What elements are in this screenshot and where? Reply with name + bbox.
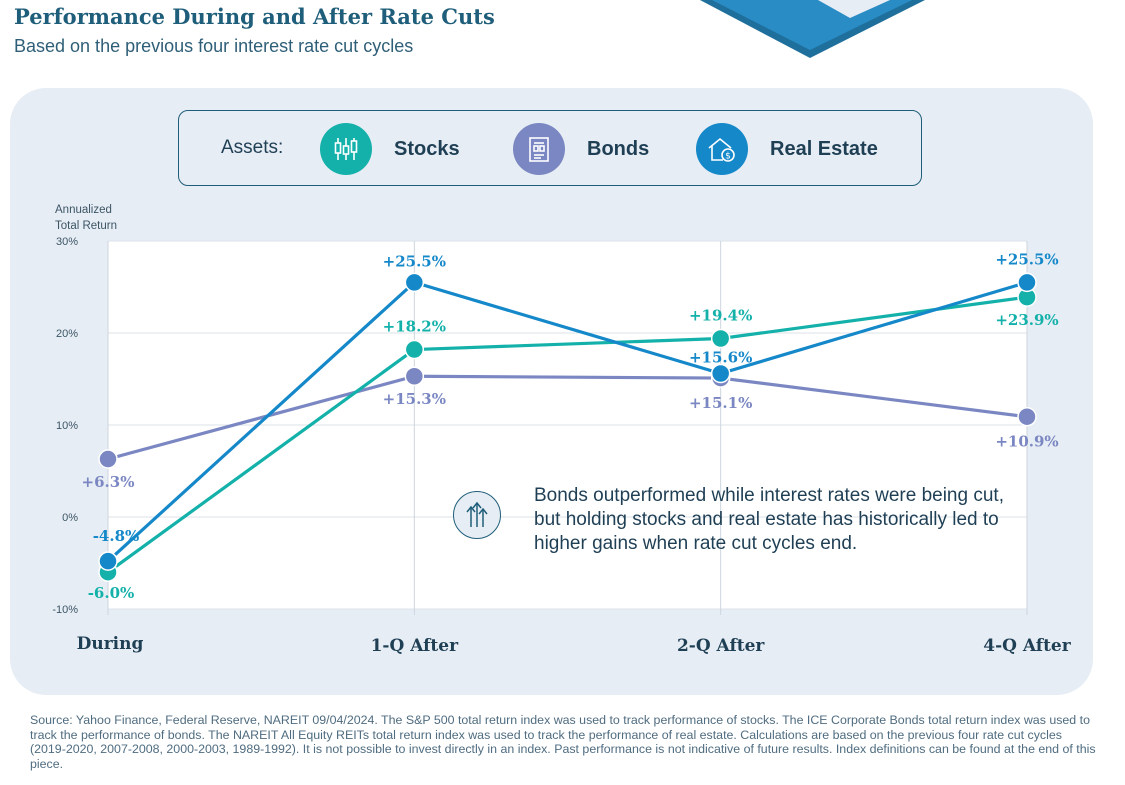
data-point-stocks — [404, 339, 425, 360]
data-label-bonds: +15.1% — [689, 394, 752, 412]
x-tick-label: 1-Q After — [371, 636, 459, 656]
bond-document-icon — [513, 123, 565, 175]
chart-axes: 30% 20% 10% 0% -10% Annualized Total Return Dur… — [52, 204, 1071, 656]
series-line-bonds — [107, 374, 1028, 461]
data-point-real-estate — [710, 363, 731, 384]
svg-text:$: $ — [725, 152, 731, 162]
rising-arrows-icon — [453, 491, 501, 539]
source-footnote: Source: Yahoo Finance, Federal Reserve, … — [30, 713, 1096, 771]
data-label-bonds: +6.3% — [82, 473, 135, 491]
data-label-bonds: +15.3% — [383, 390, 446, 408]
chart-title: Performance During and After Rate Cuts — [14, 4, 495, 29]
data-label-real-estate: +15.6% — [689, 348, 752, 366]
data-point-bonds — [404, 366, 425, 386]
legend-title: Assets: — [221, 137, 284, 158]
chart-gridlines — [107, 240, 1028, 615]
data-point-bonds — [98, 449, 118, 469]
legend-item-bonds: Bonds — [513, 123, 649, 175]
data-label-real-estate: +25.5% — [383, 252, 446, 270]
data-label-stocks: +18.2% — [383, 318, 446, 336]
y-tick-label: -10% — [52, 604, 78, 616]
x-tick-label: During — [77, 634, 144, 654]
y-tick-label: 0% — [62, 512, 78, 524]
data-point-real-estate — [404, 272, 425, 293]
legend-item-stocks: Stocks — [320, 123, 460, 175]
series-line-stocks — [107, 295, 1028, 574]
data-point-stocks — [710, 328, 731, 349]
chart-points — [98, 272, 1037, 582]
data-label-stocks: +19.4% — [689, 307, 752, 325]
chart-subtitle: Based on the previous four interest rate… — [14, 36, 414, 56]
candlestick-chart-icon — [320, 123, 372, 175]
x-tick-label: 2-Q After — [677, 636, 765, 656]
data-point-real-estate — [1017, 272, 1037, 293]
y-tick-label: 30% — [56, 236, 78, 248]
legend-label-bonds: Bonds — [587, 137, 650, 160]
chart-data-labels: +6.3% +15.3% +15.1% +10.9% -6.0% +18.2% +19.4%… — [82, 250, 1059, 602]
data-point-bonds — [1017, 406, 1037, 427]
data-point-real-estate — [98, 551, 118, 571]
legend-label-real-estate: Real Estate — [770, 137, 878, 160]
decorative-cube-graphic — [700, 0, 925, 58]
callout-text: Bonds outperformed while interest rates … — [534, 485, 1004, 554]
data-label-stocks: -6.0% — [88, 584, 135, 602]
house-dollar-icon: $ — [696, 123, 748, 175]
chart-series-lines — [106, 280, 1028, 574]
x-tick-label: 4-Q After — [983, 636, 1071, 656]
data-label-stocks: +23.9% — [995, 311, 1058, 329]
y-axis-label: Annualized — [55, 204, 112, 216]
legend-label-stocks: Stocks — [394, 137, 460, 160]
y-tick-label: 20% — [56, 328, 78, 340]
y-axis-label: Total Return — [55, 220, 117, 232]
series-line-real-estate — [106, 280, 1028, 563]
legend-item-real-estate: $ Real Estate — [696, 123, 878, 175]
y-tick-label: 10% — [56, 420, 78, 432]
data-label-bonds: +10.9% — [995, 433, 1058, 451]
asset-legend: Assets: Stocks Bonds — [178, 110, 922, 186]
data-label-real-estate: +25.5% — [995, 250, 1058, 268]
insight-callout: Bonds outperformed while interest rates … — [453, 484, 1004, 556]
data-label-real-estate: -4.8% — [93, 527, 140, 545]
